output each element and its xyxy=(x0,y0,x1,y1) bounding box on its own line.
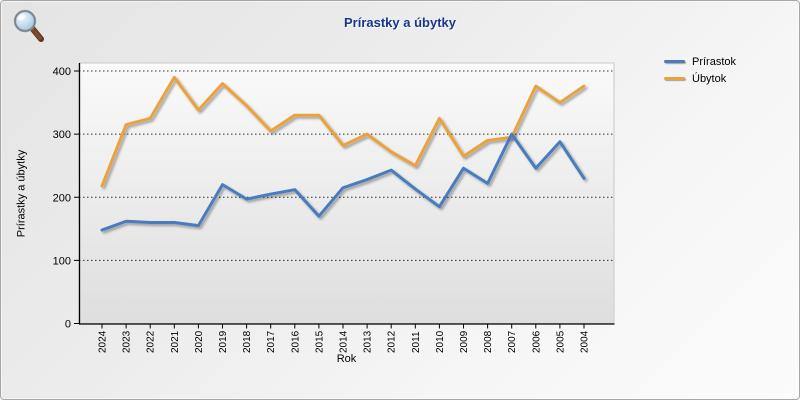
legend-label-prirastok: Prírastok xyxy=(692,56,736,68)
y-tick-label-300: 300 xyxy=(53,129,71,141)
legend-item-prirastok: Prírastok xyxy=(664,53,736,70)
x-tick-label-2017: 2017 xyxy=(266,330,277,353)
x-tick-label-2024: 2024 xyxy=(98,330,109,353)
x-tick-label-2021: 2021 xyxy=(170,330,181,353)
x-tick-label-2010: 2010 xyxy=(435,330,446,353)
legend-label-ubytok: Úbytok xyxy=(692,73,726,85)
x-tick-label-2012: 2012 xyxy=(387,330,398,353)
y-tick-label-200: 200 xyxy=(53,192,71,204)
x-tick-label-2004: 2004 xyxy=(580,330,591,353)
x-tick-label-2022: 2022 xyxy=(146,330,157,353)
legend-item-ubytok: Úbytok xyxy=(664,70,736,87)
x-tick-label-2008: 2008 xyxy=(483,330,494,353)
x-tick-label-2015: 2015 xyxy=(314,330,325,353)
legend-line-ubytok xyxy=(664,77,685,80)
x-tick-label-2013: 2013 xyxy=(363,330,374,353)
x-tick-label-2009: 2009 xyxy=(459,330,470,353)
legend-line-prirastok xyxy=(664,60,685,63)
x-tick-label-2023: 2023 xyxy=(122,330,133,353)
x-tick-label-2014: 2014 xyxy=(339,330,350,353)
y-tick-label-400: 400 xyxy=(53,66,71,78)
x-tick-label-2019: 2019 xyxy=(218,330,229,353)
x-axis-title: Rok xyxy=(79,353,614,365)
x-tick-label-2005: 2005 xyxy=(555,330,566,353)
legend: Prírastok Úbytok xyxy=(664,53,736,87)
y-tick-label-0: 0 xyxy=(65,319,71,331)
x-tick-label-2007: 2007 xyxy=(507,330,518,353)
y-axis-title: Prírastky a úbytky xyxy=(16,69,31,319)
x-tick-label-2011: 2011 xyxy=(411,331,422,353)
x-tick-label-2020: 2020 xyxy=(194,330,205,353)
y-tick-label-100: 100 xyxy=(53,255,71,267)
x-tick-label-2016: 2016 xyxy=(290,330,301,353)
x-tick-label-2006: 2006 xyxy=(531,330,542,353)
x-tick-label-2018: 2018 xyxy=(242,330,253,353)
